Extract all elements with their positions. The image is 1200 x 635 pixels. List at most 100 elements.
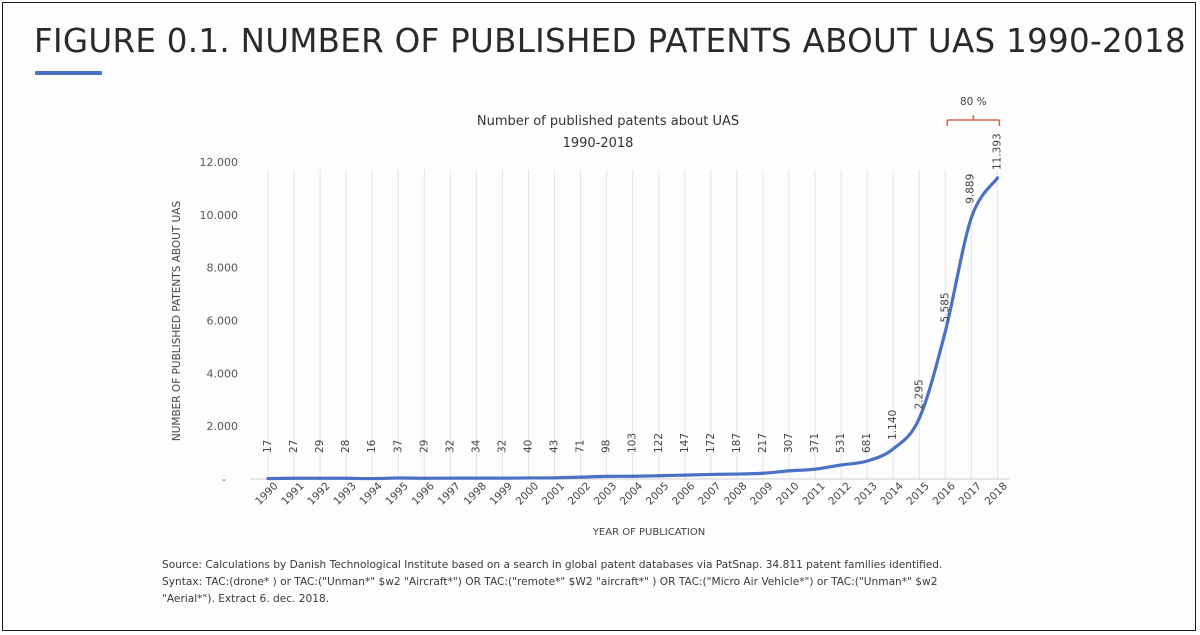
x-tick-label: 1993: [331, 480, 358, 507]
data-label: 172: [705, 433, 717, 453]
x-tick-label: 1997: [436, 480, 463, 507]
data-point: [631, 474, 635, 478]
data-label: 103: [627, 433, 639, 453]
source-note: Source: Calculations by Danish Technolog…: [162, 557, 1062, 608]
data-label: 2.295: [913, 379, 925, 409]
y-tick-label: 10.000: [200, 209, 239, 222]
y-tick-label: 6.000: [207, 315, 239, 328]
data-label: 681: [861, 433, 873, 453]
data-label: 187: [731, 433, 743, 453]
x-tick-label: 1995: [383, 480, 410, 507]
data-label: 40: [523, 440, 535, 453]
data-label: 307: [783, 433, 795, 453]
data-point: [396, 476, 400, 480]
data-label: 147: [679, 433, 691, 453]
data-point: [448, 476, 452, 480]
x-tick-label: 2010: [774, 480, 801, 507]
source-line-2: Syntax: TAC:(drone* ) or TAC:("Unman*" $…: [162, 576, 938, 588]
data-label: 122: [653, 433, 665, 453]
data-point: [657, 474, 661, 478]
data-point: [865, 459, 869, 463]
data-point: [318, 476, 322, 480]
x-tick-label: 2001: [540, 480, 567, 507]
annotation-label: 80 %: [960, 96, 987, 108]
data-label: 28: [340, 440, 352, 453]
data-point: [344, 476, 348, 480]
data-label: 43: [549, 440, 561, 453]
data-label: 5.585: [939, 292, 951, 322]
x-tick-label: 2016: [930, 480, 958, 508]
x-tick-label: 1998: [462, 480, 489, 507]
data-point: [761, 471, 765, 475]
x-tick-label: 2002: [566, 480, 593, 507]
x-tick-label: 1991: [279, 480, 306, 507]
data-point: [552, 476, 557, 480]
x-tick-label: 1994: [357, 480, 385, 508]
y-tick-label: 2.000: [207, 420, 239, 433]
data-point: [969, 216, 973, 220]
data-label: 16: [366, 439, 378, 453]
data-label: 98: [601, 440, 613, 453]
source-line-1: Source: Calculations by Danish Technolog…: [162, 559, 943, 571]
x-tick-label: 1999: [488, 480, 515, 507]
data-point: [813, 467, 817, 471]
x-tick-label: 2011: [800, 480, 827, 507]
x-tick-label: 2013: [852, 480, 879, 507]
x-tick-label: 2005: [644, 480, 671, 507]
data-point: [266, 476, 270, 481]
x-tick-label: 2009: [748, 480, 775, 507]
x-tick-label: 2008: [722, 480, 749, 507]
x-tick-label: 2017: [957, 480, 984, 507]
data-label: 37: [392, 440, 404, 453]
data-label: 32: [444, 440, 456, 453]
data-label: 32: [496, 440, 508, 453]
data-point: [917, 416, 921, 420]
x-tick-label: 1996: [409, 480, 437, 508]
data-point: [943, 329, 947, 334]
x-tick-label: 1992: [305, 480, 332, 507]
title-accent-rule: [35, 71, 102, 75]
x-tick-label: 2003: [592, 480, 619, 507]
y-axis-label: NUMBER OF PUBLISHED PATENTS ABOUT UAS: [171, 201, 183, 442]
data-label: 531: [835, 433, 847, 453]
data-label: 1.140: [887, 410, 899, 440]
data-point: [292, 476, 296, 480]
x-tick-label: 2006: [670, 480, 698, 508]
x-tick-label: 2007: [696, 480, 723, 507]
data-label: 11.393: [991, 133, 1003, 170]
data-label: 9.889: [964, 174, 976, 204]
y-tick-label: 12.000: [200, 156, 239, 169]
y-tick-label: 4.000: [207, 367, 239, 380]
data-point: [526, 476, 531, 480]
data-point: [709, 472, 713, 477]
x-axis-label: YEAR OF PUBLICATION: [592, 527, 705, 538]
data-point: [683, 473, 687, 477]
data-label: 29: [418, 440, 430, 453]
data-label: 29: [314, 440, 326, 453]
series-line: [266, 176, 999, 481]
data-point: [500, 476, 505, 480]
x-tick-label: 1990: [253, 480, 280, 507]
chart-title: Number of published patents about UAS: [477, 114, 739, 129]
data-point: [579, 475, 583, 479]
data-label: 17: [262, 440, 274, 453]
figure-title: FIGURE 0.1. NUMBER OF PUBLISHED PATENTS …: [34, 22, 1186, 60]
data-label: 71: [575, 440, 587, 453]
chart-subtitle: 1990-2018: [563, 136, 634, 151]
data-point: [735, 472, 739, 476]
x-tick-label: 2000: [514, 480, 541, 507]
data-point: [474, 476, 478, 480]
data-point: [995, 176, 1000, 180]
data-label: 371: [809, 433, 821, 453]
data-point: [605, 474, 609, 479]
x-tick-label: 2004: [618, 480, 646, 508]
data-label: 27: [288, 440, 300, 453]
source-line-3: "Aerial*"). Extract 6. dec. 2018.: [162, 593, 330, 605]
y-tick-label: 8.000: [207, 262, 239, 275]
data-point: [370, 476, 374, 481]
data-point: [787, 469, 791, 473]
data-point: [891, 447, 895, 451]
data-label: 217: [757, 433, 769, 453]
y-tick-label: -: [222, 473, 226, 486]
